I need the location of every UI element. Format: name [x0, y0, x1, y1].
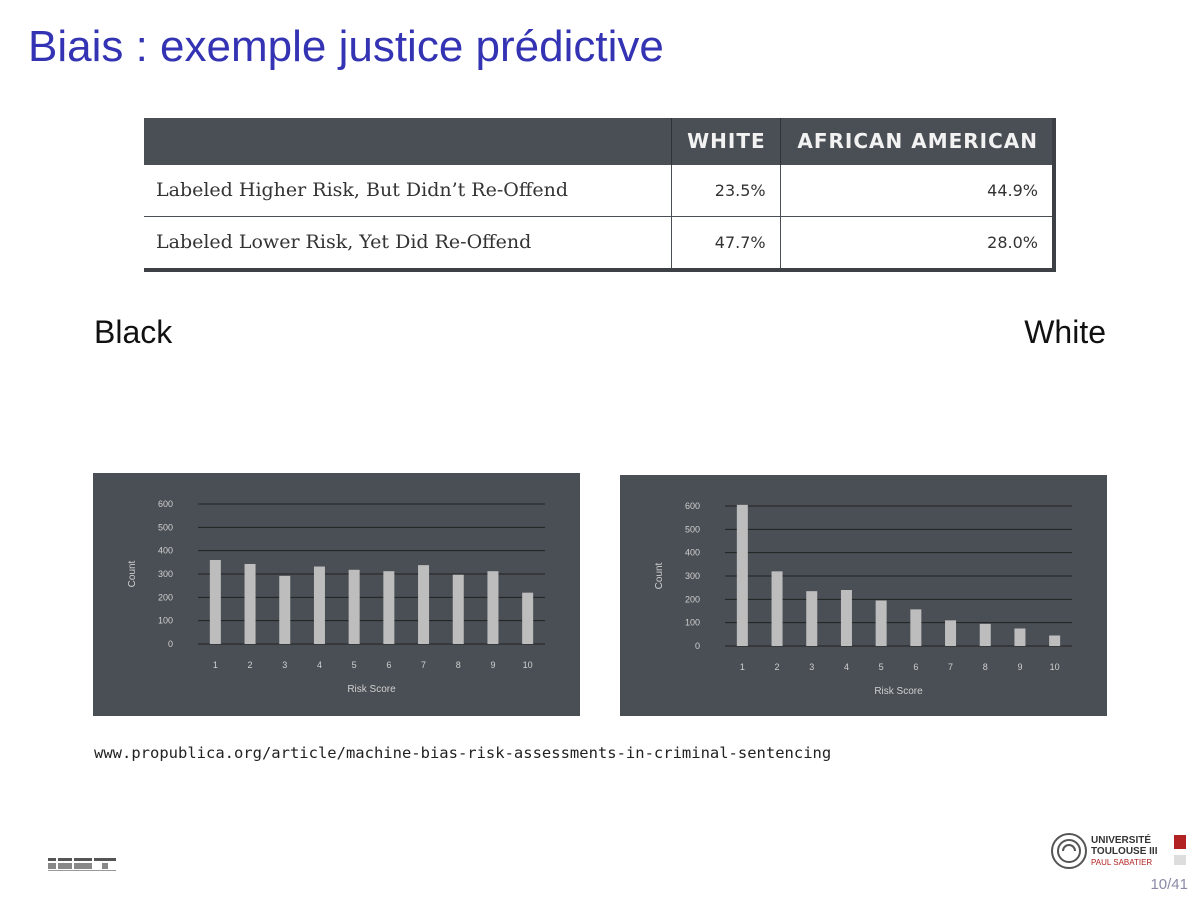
x-tick-label: 6 — [386, 660, 391, 670]
black-label: Black — [94, 314, 173, 350]
x-axis-title: Risk Score — [347, 684, 396, 695]
bar — [1049, 635, 1061, 646]
y-tick-label: 100 — [685, 618, 700, 628]
x-tick-label: 4 — [317, 660, 322, 670]
x-tick-label: 8 — [456, 660, 461, 670]
bar — [487, 571, 499, 644]
slide-title: Biais : exemple justice prédictive — [28, 22, 664, 71]
bar — [945, 620, 957, 646]
table-header-white: WHITE — [671, 118, 781, 165]
bar — [522, 592, 534, 644]
y-tick-label: 500 — [158, 522, 173, 532]
x-tick-label: 5 — [879, 662, 884, 672]
x-tick-label: 9 — [1017, 662, 1022, 672]
x-tick-label: 7 — [948, 662, 953, 672]
ut3-line1: UNIVERSITÉ — [1091, 833, 1151, 846]
y-tick-label: 300 — [685, 571, 700, 581]
universite-toulouse-logo: UNIVERSITÉ TOULOUSE III PAUL SABATIER — [1051, 833, 1186, 869]
bar — [348, 569, 360, 644]
bar — [806, 591, 818, 646]
bar — [910, 609, 922, 646]
y-tick-label: 500 — [685, 524, 700, 534]
irit-logo — [48, 856, 116, 872]
table-row: Labeled Lower Risk, Yet Did Re-Offend 47… — [144, 215, 1054, 272]
african-american-value: 28.0% — [779, 215, 1054, 272]
y-tick-label: 400 — [685, 548, 700, 558]
ut3-line3: PAUL SABATIER — [1091, 858, 1152, 867]
bar — [979, 623, 991, 646]
x-tick-label: 10 — [523, 660, 533, 670]
table-row: Labeled Higher Risk, But Didn’t Re-Offen… — [144, 164, 1054, 217]
white-label: White — [1024, 314, 1106, 350]
x-tick-label: 3 — [809, 662, 814, 672]
x-tick-label: 2 — [248, 660, 253, 670]
black-chart-svg: 0 100 200 300 400 500 600 1 2 3 4 5 6 7 8 9 10 Risk Score… — [127, 499, 545, 695]
table-header-blank — [144, 118, 672, 165]
bar — [875, 600, 887, 646]
y-axis-title: Count — [127, 560, 138, 587]
y-tick-label: 400 — [158, 546, 173, 556]
x-tick-label: 1 — [213, 660, 218, 670]
page-number: 10/41 — [1150, 876, 1188, 893]
y-tick-label: 100 — [158, 616, 173, 626]
row-label: Labeled Lower Risk, Yet Did Re-Offend — [144, 215, 672, 272]
bar — [209, 560, 221, 644]
x-tick-label: 10 — [1050, 662, 1060, 672]
bar — [736, 504, 748, 646]
x-tick-label: 1 — [740, 662, 745, 672]
x-tick-label: 4 — [844, 662, 849, 672]
y-tick-label: 300 — [158, 569, 173, 579]
y-tick-label: 200 — [685, 594, 700, 604]
bar — [383, 571, 395, 644]
y-tick-label: 600 — [158, 499, 173, 509]
bar — [244, 563, 256, 644]
bar — [418, 565, 430, 644]
ut3-line2: TOULOUSE III — [1091, 846, 1158, 857]
x-tick-label: 2 — [775, 662, 780, 672]
bar — [452, 574, 464, 644]
y-axis-title: Count — [654, 562, 665, 589]
y-tick-label: 200 — [158, 592, 173, 602]
white-chart-svg: 0 100 200 300 400 500 600 1 2 3 4 5 6 7 8 9 10 Risk Score… — [654, 501, 1072, 697]
white-value: 47.7% — [671, 215, 781, 272]
black-risk-score-chart: 0 100 200 300 400 500 600 1 2 3 4 5 6 7 8 9 10 Risk Score… — [93, 473, 580, 716]
y-tick-label: 0 — [695, 641, 700, 651]
bar — [313, 566, 325, 644]
source-url: www.propublica.org/article/machine-bias-… — [94, 744, 832, 762]
bar — [771, 571, 783, 646]
white-value: 23.5% — [671, 164, 781, 217]
x-axis-title: Risk Score — [874, 686, 923, 697]
x-tick-label: 9 — [490, 660, 495, 670]
african-american-value: 44.9% — [779, 164, 1054, 217]
white-risk-score-chart: 0 100 200 300 400 500 600 1 2 3 4 5 6 7 8 9 10 Risk Score… — [620, 475, 1107, 716]
bar — [840, 590, 852, 646]
bias-statistics-table: WHITE AFRICAN AMERICAN Labeled Higher Ri… — [144, 118, 1056, 272]
x-tick-label: 7 — [421, 660, 426, 670]
bar — [279, 575, 291, 644]
y-tick-label: 0 — [168, 639, 173, 649]
bar — [1014, 628, 1026, 646]
x-tick-label: 8 — [983, 662, 988, 672]
row-label: Labeled Higher Risk, But Didn’t Re-Offen… — [144, 164, 672, 217]
table-header-african-american: AFRICAN AMERICAN — [779, 118, 1054, 165]
x-tick-label: 5 — [352, 660, 357, 670]
x-tick-label: 6 — [913, 662, 918, 672]
y-tick-label: 600 — [685, 501, 700, 511]
x-tick-label: 3 — [282, 660, 287, 670]
table-header-row: WHITE AFRICAN AMERICAN — [144, 118, 1054, 165]
